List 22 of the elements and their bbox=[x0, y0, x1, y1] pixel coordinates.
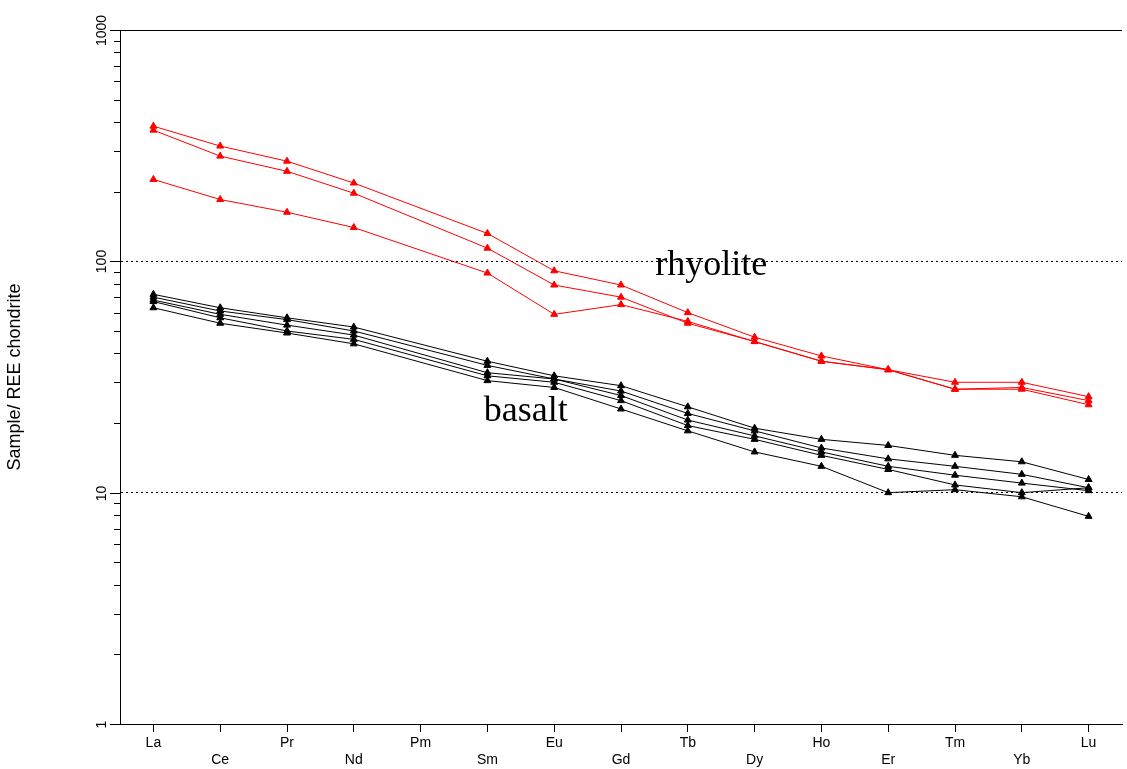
x-tick-label: Pm bbox=[410, 734, 432, 751]
x-tick-label: Er bbox=[881, 751, 896, 768]
x-tick-label: Tm bbox=[944, 734, 966, 751]
x-tick-label: Nd bbox=[344, 751, 363, 768]
annotation: rhyolite bbox=[655, 243, 768, 284]
y-tick-label: 1000 bbox=[92, 14, 109, 47]
y-tick-label: 100 bbox=[92, 249, 109, 274]
x-tick-label: Sm bbox=[476, 751, 498, 768]
x-tick-label: Gd bbox=[611, 751, 631, 768]
x-tick-label: Lu bbox=[1080, 734, 1097, 751]
x-tick-label: Dy bbox=[746, 751, 764, 768]
y-axis-title: Sample/ REE chondrite bbox=[3, 283, 24, 471]
y-tick-label: 10 bbox=[92, 485, 109, 502]
x-tick-label: Yb bbox=[1013, 751, 1031, 768]
x-tick-label: La bbox=[145, 734, 162, 751]
x-tick-label: Pr bbox=[280, 734, 295, 751]
x-tick-label: Tb bbox=[679, 734, 697, 751]
x-tick-label: Eu bbox=[545, 734, 563, 751]
x-tick-label: Ho bbox=[812, 734, 831, 751]
y-tick-label: 1 bbox=[92, 720, 109, 729]
x-tick-label: Ce bbox=[211, 751, 230, 768]
annotation: basalt bbox=[483, 389, 568, 430]
